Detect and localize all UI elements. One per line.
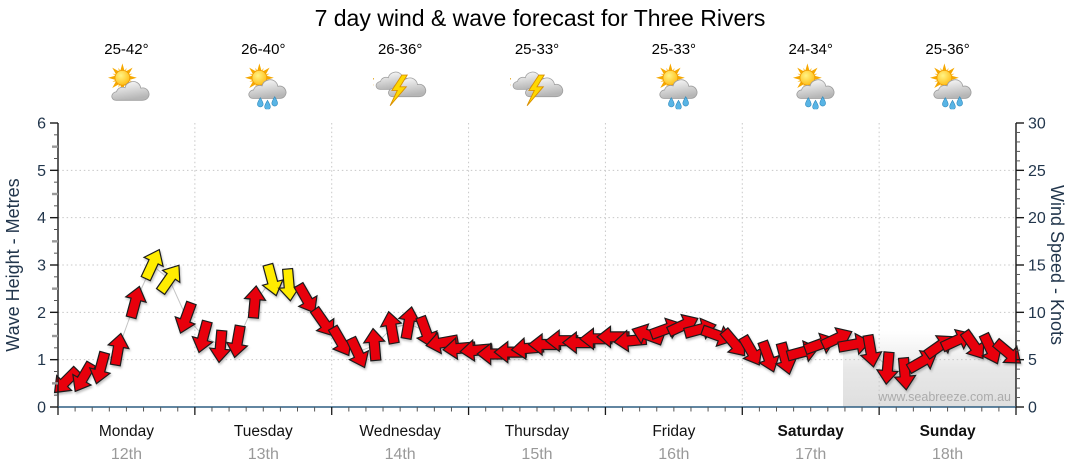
day-forecast-friday: 25-33° — [605, 40, 742, 110]
wind-arrow-strong — [261, 262, 284, 297]
weather-icon — [647, 60, 701, 110]
x-axis-day-label: Sunday — [920, 423, 976, 440]
x-axis-day-label: Thursday — [505, 423, 570, 440]
y-axis-label-wave-height: Wave Height - Metres — [3, 178, 23, 352]
x-axis-date-label: 12th — [111, 446, 142, 463]
day-forecast-thursday: 25-33° — [469, 40, 606, 110]
wind-arrow — [191, 319, 214, 354]
wind-arrow — [875, 351, 900, 386]
y-left-tick-label: 3 — [37, 258, 46, 275]
temperature-range: 25-33° — [651, 41, 697, 58]
day-forecast-sunday: 25-36° — [879, 40, 1016, 110]
wind-arrow — [106, 332, 130, 367]
weather-icon — [99, 60, 153, 110]
temperature-range: 25-36° — [925, 41, 970, 58]
day-forecast-wednesday: 26-36° — [332, 40, 469, 110]
wind-arrow-strong — [140, 248, 164, 282]
weather-icon — [373, 60, 427, 110]
x-axis-date-label: 14th — [385, 446, 416, 463]
weather-icon — [510, 60, 564, 110]
x-axis-date-label: 18th — [932, 446, 963, 463]
weather-icon — [921, 60, 975, 110]
y-left-tick-label: 5 — [37, 163, 46, 180]
wind-arrow — [837, 332, 872, 356]
x-axis-day-label: Friday — [652, 423, 695, 440]
x-axis-day-label: Monday — [99, 423, 154, 440]
weather-icon-glyph — [510, 72, 563, 106]
watermark-text: www.seabreeze.com.au — [877, 390, 1011, 404]
y-right-tick-label: 30 — [1028, 116, 1046, 133]
x-axis-date-label: 13th — [248, 446, 279, 463]
wind-arrows-layer — [53, 248, 1022, 394]
day-forecast-monday: 25-42° — [58, 40, 195, 110]
x-axis-day-label: Saturday — [778, 423, 845, 440]
day-forecast-saturday: 24-34° — [742, 40, 879, 110]
wind-arrow — [208, 329, 232, 364]
weather-icon-glyph — [930, 63, 971, 109]
y-axis-label-wind-speed: Wind Speed - Knots — [1047, 184, 1067, 346]
temperature-range: 26-36° — [377, 41, 423, 58]
wind-arrow — [225, 324, 249, 359]
y-right-tick-label: 20 — [1028, 210, 1046, 227]
temperature-range: 25-33° — [514, 41, 560, 58]
wind-arrow-strong — [155, 264, 181, 296]
y-left-tick-label: 2 — [37, 305, 46, 322]
y-left-tick-label: 0 — [37, 400, 46, 417]
x-axis-date-label: 15th — [521, 446, 552, 463]
wind-arrow — [293, 281, 318, 314]
wind-arrow — [88, 350, 112, 385]
y-right-tick-label: 25 — [1028, 163, 1046, 180]
temperature-range: 26-40° — [241, 41, 286, 58]
y-left-tick-label: 4 — [37, 210, 46, 227]
weather-icon-glyph — [245, 63, 286, 109]
y-left-tick-label: 1 — [37, 352, 46, 369]
y-right-tick-label: 15 — [1028, 258, 1046, 275]
wind-arrow — [425, 331, 460, 355]
wind-arrow — [631, 323, 665, 346]
wind-arrow — [859, 333, 883, 368]
wind-arrow — [893, 356, 917, 391]
wind-arrow — [309, 305, 335, 337]
x-axis-day-label: Wednesday — [359, 423, 441, 440]
temperature-range: 24-34° — [788, 41, 833, 58]
y-left-tick-label: 6 — [37, 116, 46, 133]
weather-icon — [236, 60, 290, 110]
wind-arrow — [124, 285, 148, 320]
weather-icon — [784, 60, 838, 110]
wind-arrow — [362, 327, 386, 362]
wind-arrow — [243, 284, 267, 319]
x-axis-date-label: 17th — [795, 446, 826, 463]
y-right-tick-label: 5 — [1028, 352, 1037, 369]
weather-icon-glyph — [373, 72, 426, 106]
x-axis-date-label: 16th — [658, 446, 689, 463]
weather-icon-glyph — [656, 63, 697, 109]
wind-arrow — [757, 339, 780, 373]
y-right-tick-label: 10 — [1028, 305, 1046, 322]
day-header: 25-42° 26-40° 26-36° 25-33° 25-33° 24-34… — [58, 40, 1016, 110]
wind-arrow — [174, 300, 197, 334]
page-title: 7 day wind & wave forecast for Three Riv… — [314, 5, 766, 31]
temperature-range: 25-42° — [104, 41, 149, 58]
day-forecast-tuesday: 26-40° — [195, 40, 332, 110]
wind-arrow — [379, 310, 403, 345]
wind-arrow — [345, 335, 370, 369]
x-axis-day-label: Tuesday — [234, 423, 293, 440]
weather-icon-glyph — [793, 63, 834, 109]
weather-icon-glyph — [108, 63, 149, 100]
y-right-tick-label: 0 — [1028, 400, 1037, 417]
